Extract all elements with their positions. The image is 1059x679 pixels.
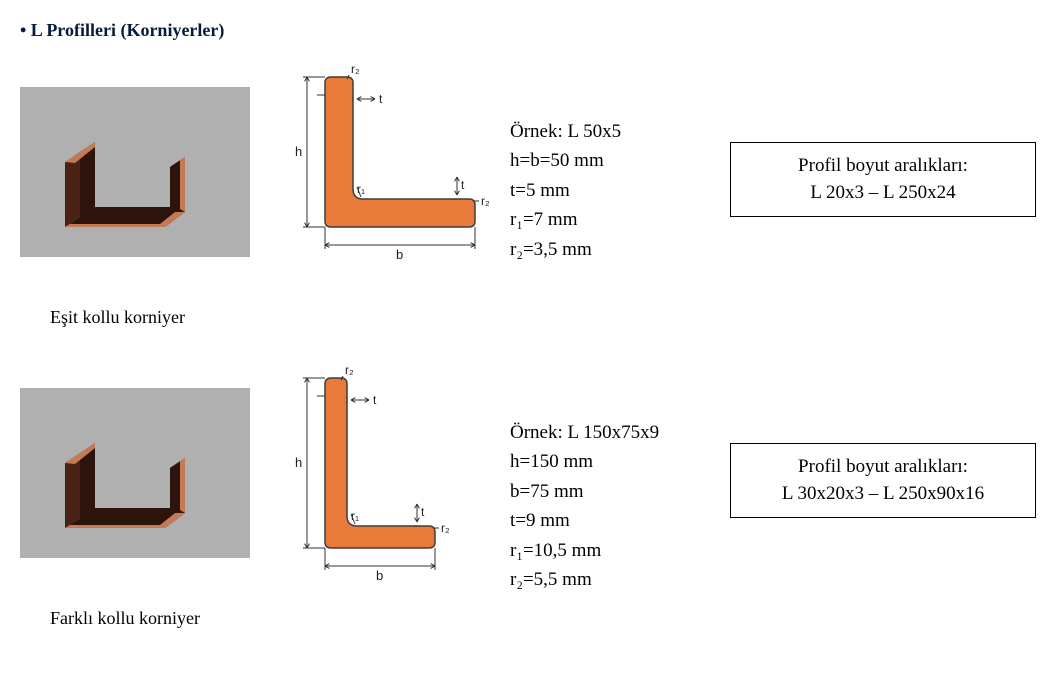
spec-r2: r₂=5,5 mm	[510, 565, 710, 594]
spec-r2: r₂=3,5 mm	[510, 235, 710, 264]
spec-h: h=b=50 mm	[510, 146, 710, 175]
equal-angle-range: Profil boyut aralıkları: L 20x3 – L 250x…	[730, 142, 1036, 217]
equal-angle-caption: Eşit kollu korniyer	[50, 307, 1039, 328]
equal-angle-diagram: hbttr₂r₂r₁	[270, 57, 490, 297]
spec-t: t=5 mm	[510, 176, 710, 205]
spec-r1: r₁=10,5 mm	[510, 536, 710, 565]
unequal-angle-spec: Örnek: L 150x75x9 h=150 mm b=75 mm t=9 m…	[510, 418, 710, 595]
spec-example: Örnek: L 150x75x9	[510, 418, 710, 447]
svg-text:h: h	[295, 144, 302, 159]
svg-text:r₂: r₂	[351, 62, 360, 76]
unequal-angle-diagram: hbttr₂r₂r₁	[270, 358, 490, 598]
svg-text:r₂: r₂	[481, 194, 490, 208]
spec-r1: r₁=7 mm	[510, 205, 710, 234]
unequal-angle-row: hbttr₂r₂r₁ Örnek: L 150x75x9 h=150 mm b=…	[20, 358, 1039, 598]
svg-text:r₂: r₂	[345, 363, 354, 377]
range-values: L 20x3 – L 250x24	[753, 180, 1013, 207]
spec-example: Örnek: L 50x5	[510, 117, 710, 146]
equal-angle-row: hbttr₂r₂r₁ Örnek: L 50x5 h=b=50 mm t=5 m…	[20, 57, 1039, 297]
svg-text:t: t	[373, 393, 377, 407]
unequal-angle-render	[20, 388, 250, 558]
range-values: L 30x20x3 – L 250x90x16	[753, 481, 1013, 508]
spec-h: h=150 mm	[510, 447, 710, 476]
svg-text:r₂: r₂	[441, 521, 450, 535]
svg-text:t: t	[461, 178, 465, 192]
svg-text:b: b	[396, 247, 403, 262]
section-heading: • L Profilleri (Korniyerler)	[20, 20, 1039, 41]
unequal-angle-range: Profil boyut aralıkları: L 30x20x3 – L 2…	[730, 443, 1036, 518]
range-title: Profil boyut aralıkları:	[753, 153, 1013, 180]
svg-text:t: t	[379, 92, 383, 106]
equal-angle-render	[20, 87, 250, 257]
equal-angle-spec: Örnek: L 50x5 h=b=50 mm t=5 mm r₁=7 mm r…	[510, 117, 710, 264]
svg-text:b: b	[376, 568, 383, 583]
unequal-angle-caption: Farklı kollu korniyer	[50, 608, 1039, 629]
spec-t: t=9 mm	[510, 506, 710, 535]
range-title: Profil boyut aralıkları:	[753, 454, 1013, 481]
svg-text:h: h	[295, 455, 302, 470]
svg-text:t: t	[421, 505, 425, 519]
spec-b: b=75 mm	[510, 477, 710, 506]
